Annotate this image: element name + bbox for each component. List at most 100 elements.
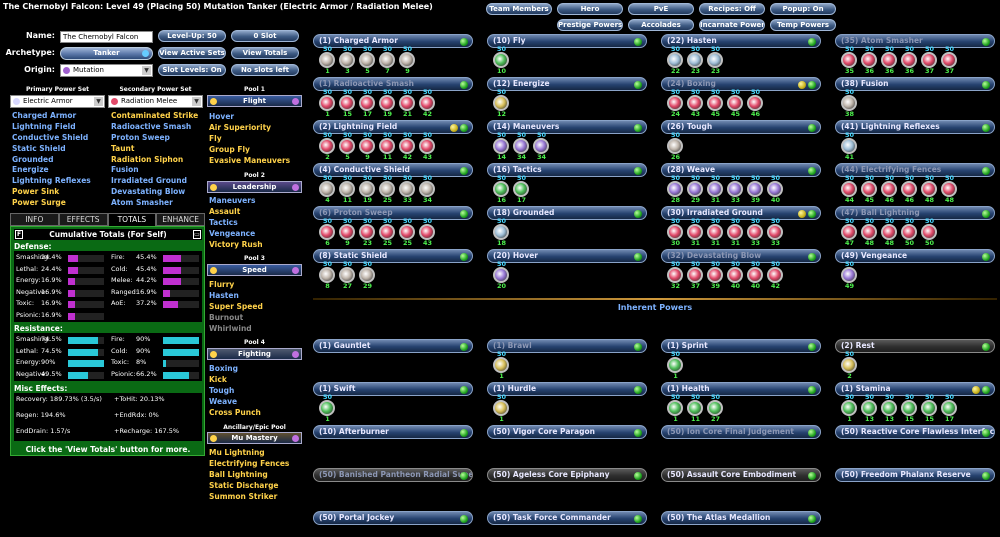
power-button[interactable]: (2) Rest bbox=[835, 339, 995, 353]
power-slot-10-fly[interactable]: (10) Fly 50 10 bbox=[487, 34, 649, 76]
status-indicator-icon[interactable] bbox=[634, 38, 642, 46]
enhancement-slot[interactable]: 50 46 bbox=[900, 174, 919, 204]
power-button[interactable]: (49) Vengeance bbox=[835, 249, 995, 263]
power-flurry[interactable]: Flurry bbox=[209, 280, 235, 289]
toggle-indicator-icon[interactable] bbox=[450, 124, 458, 132]
enhancement-slot[interactable]: 50 35 bbox=[840, 45, 859, 75]
enhancement-slot[interactable]: 50 37 bbox=[940, 45, 959, 75]
power-ball-lightning[interactable]: Ball Lightning bbox=[209, 469, 268, 479]
enhancement-slot[interactable]: 50 33 bbox=[398, 174, 417, 204]
power-slot-44-electrifying-fences[interactable]: (44) Electrifying Fences 50 44 50 45 50 46 50 46… bbox=[835, 163, 997, 205]
enhancement-slot[interactable]: 50 2 bbox=[840, 350, 859, 380]
power-slot-20-hover[interactable]: (20) Hover 50 20 bbox=[487, 249, 649, 291]
power-slot-12-energize[interactable]: (12) Energize 50 12 bbox=[487, 77, 649, 119]
level-up-button[interactable]: Level-Up: 50 bbox=[158, 30, 226, 42]
enhancement-slot[interactable]: 50 23 bbox=[706, 45, 725, 75]
status-indicator-icon[interactable] bbox=[460, 167, 468, 175]
power-grounded[interactable]: Grounded bbox=[12, 154, 54, 164]
enhancement-slot[interactable]: 50 48 bbox=[860, 217, 879, 247]
enhancement-slot[interactable]: 50 46 bbox=[746, 88, 765, 118]
enhancement-slot[interactable]: 50 9 bbox=[398, 45, 417, 75]
tab-totals[interactable]: TOTALS bbox=[107, 213, 157, 226]
power-button[interactable]: (8) Static Shield bbox=[313, 249, 473, 263]
power-slot-49-vengeance[interactable]: (49) Vengeance 50 49 bbox=[835, 249, 997, 291]
enhancement-slot[interactable]: 50 11 bbox=[686, 393, 705, 423]
status-indicator-icon[interactable] bbox=[634, 124, 642, 132]
status-indicator-icon[interactable] bbox=[808, 124, 816, 132]
enhancement-slot[interactable]: 50 32 bbox=[666, 260, 685, 290]
status-indicator-icon[interactable] bbox=[982, 81, 990, 89]
power-slot-41-lightning-reflexes[interactable]: (41) Lightning Reflexes 50 41 bbox=[835, 120, 997, 162]
power-button[interactable]: (50) Reactive Core Flawless Interface bbox=[835, 425, 995, 439]
power-button[interactable]: (12) Energize bbox=[487, 77, 647, 91]
power-maneuvers[interactable]: Maneuvers bbox=[209, 196, 256, 205]
power-button[interactable]: (1) Hurdle bbox=[487, 382, 647, 396]
power-slot-26-tough[interactable]: (26) Tough 50 26 bbox=[661, 120, 823, 162]
enhancement-slot[interactable]: 50 5 bbox=[338, 131, 357, 161]
enhancement-slot[interactable]: 50 20 bbox=[492, 260, 511, 290]
status-indicator-icon[interactable] bbox=[982, 38, 990, 46]
status-indicator-icon[interactable] bbox=[460, 429, 468, 437]
power-hover[interactable]: Hover bbox=[209, 112, 235, 121]
enhancement-slot[interactable]: 50 6 bbox=[318, 217, 337, 247]
power-button[interactable]: (1) Swift bbox=[313, 382, 473, 396]
archetype-select[interactable]: Tanker bbox=[60, 47, 153, 60]
power-slot-50-assault-core-embodiment[interactable]: (50) Assault Core Embodiment bbox=[661, 468, 823, 510]
power-button[interactable]: (47) Ball Lightning bbox=[835, 206, 995, 220]
enhancement-slot[interactable]: 50 42 bbox=[418, 88, 437, 118]
enhancement-slot[interactable]: 50 26 bbox=[666, 131, 685, 161]
status-indicator-icon[interactable] bbox=[634, 386, 642, 394]
power-tough[interactable]: Tough bbox=[209, 385, 235, 395]
enhancement-slot[interactable]: 50 45 bbox=[726, 88, 745, 118]
enhancement-slot[interactable]: 50 43 bbox=[418, 217, 437, 247]
power-proton-sweep[interactable]: Proton Sweep bbox=[111, 132, 170, 142]
power-slot-50-ion-core-final-judgement[interactable]: (50) Ion Core Final Judgement bbox=[661, 425, 823, 467]
enhancement-slot[interactable]: 50 43 bbox=[418, 131, 437, 161]
power-atom-smasher[interactable]: Atom Smasher bbox=[111, 198, 173, 208]
float-button[interactable]: F bbox=[15, 230, 23, 239]
enhancement-slot[interactable]: 50 14 bbox=[492, 131, 511, 161]
power-slot-35-atom-smasher[interactable]: (35) Atom Smasher 50 35 50 36 50 36 50 36 50 37 50 3… bbox=[835, 34, 997, 76]
power-slot-18-grounded[interactable]: (18) Grounded 50 18 bbox=[487, 206, 649, 248]
enhancement-slot[interactable]: 50 34 bbox=[512, 131, 531, 161]
enhancement-slot[interactable]: 50 28 bbox=[666, 174, 685, 204]
enhancement-slot[interactable]: 50 16 bbox=[492, 174, 511, 204]
power-slot-22-hasten[interactable]: (22) Hasten 50 22 50 23 50 23 bbox=[661, 34, 823, 76]
power-button[interactable]: (1) Gauntlet bbox=[313, 339, 473, 353]
enhancement-slot[interactable]: 50 45 bbox=[860, 174, 879, 204]
enhancement-slot[interactable]: 50 25 bbox=[378, 174, 397, 204]
power-slot-24-boxing[interactable]: (24) Boxing 50 24 50 43 50 45 50 45 50 46 bbox=[661, 77, 823, 119]
power-button[interactable]: (18) Grounded bbox=[487, 206, 647, 220]
slot-count-button[interactable]: 0 Slot bbox=[231, 30, 299, 42]
power-lightning-field[interactable]: Lightning Field bbox=[12, 121, 76, 131]
power-radiation-siphon[interactable]: Radiation Siphon bbox=[111, 154, 184, 164]
power-slot-50-the-atlas-medallion[interactable]: (50) The Atlas Medallion bbox=[661, 511, 823, 537]
power-slot-1-charged-armor[interactable]: (1) Charged Armor 50 1 50 3 50 5 50 7 50 9 bbox=[313, 34, 475, 76]
status-indicator-icon[interactable] bbox=[460, 253, 468, 261]
power-slot-50-freedom-phalanx-reserve[interactable]: (50) Freedom Phalanx Reserve bbox=[835, 468, 997, 510]
enhancement-slot[interactable]: 50 24 bbox=[666, 88, 685, 118]
status-indicator-icon[interactable] bbox=[808, 167, 816, 175]
power-button[interactable]: (1) Radioactive Smash bbox=[313, 77, 473, 91]
power-slot-38-fusion[interactable]: (38) Fusion 50 38 bbox=[835, 77, 997, 119]
enhancement-slot[interactable]: 50 1 bbox=[318, 88, 337, 118]
enhancement-slot[interactable]: 50 42 bbox=[766, 260, 785, 290]
status-indicator-icon[interactable] bbox=[634, 472, 642, 480]
status-indicator-icon[interactable] bbox=[634, 253, 642, 261]
temp-powers-button[interactable]: Temp Powers bbox=[770, 19, 836, 31]
power-slot-1-sprint[interactable]: (1) Sprint 50 1 bbox=[661, 339, 823, 381]
enhancement-slot[interactable]: 50 33 bbox=[746, 217, 765, 247]
incarnate-powers-button[interactable]: Incarnate Powers bbox=[699, 19, 765, 31]
pve-button[interactable]: PvE bbox=[628, 3, 694, 15]
enhancement-slot[interactable]: 50 48 bbox=[920, 174, 939, 204]
enhancement-slot[interactable]: 50 1 bbox=[492, 393, 511, 423]
enhancement-slot[interactable]: 50 19 bbox=[378, 88, 397, 118]
enhancement-slot[interactable]: 50 27 bbox=[706, 393, 725, 423]
slot-levels-toggle[interactable]: Slot Levels: On bbox=[158, 64, 226, 76]
enhancement-slot[interactable]: 50 48 bbox=[880, 217, 899, 247]
power-vengeance[interactable]: Vengeance bbox=[209, 228, 256, 238]
power-button[interactable]: (50) Task Force Commander bbox=[487, 511, 647, 525]
power-irradiated-ground[interactable]: Irradiated Ground bbox=[111, 176, 187, 186]
status-indicator-icon[interactable] bbox=[460, 124, 468, 132]
power-slot-47-ball-lightning[interactable]: (47) Ball Lightning 50 47 50 48 50 48 50 50 50 50 bbox=[835, 206, 997, 248]
